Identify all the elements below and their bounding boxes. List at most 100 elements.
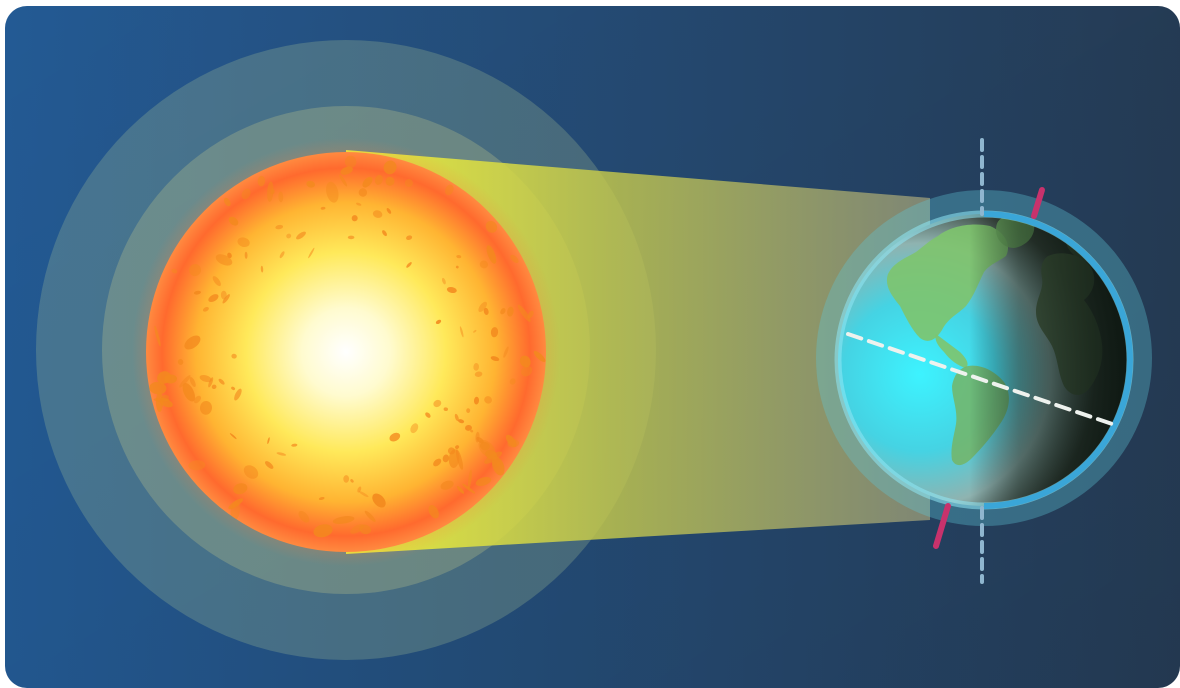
sun-granule [184,335,201,350]
sun-granule [278,191,284,203]
sun-granule [406,262,412,268]
sun-granule [264,461,274,469]
sun-granule [473,363,480,371]
equator-line [846,332,1120,428]
tilted-axis-south [933,503,951,549]
sun-granule [519,355,531,368]
sun-granule [257,175,266,187]
sun-granule [509,378,516,385]
sun-granule [385,176,395,186]
earth-continents [838,214,1130,506]
sun-granule [442,454,450,463]
sun-granule [234,388,242,401]
sun-granule [357,486,362,493]
sun-granule [313,524,333,538]
sun-granule [228,216,239,226]
sun-granule [237,237,250,248]
sun-granule [490,356,500,362]
sun [132,138,560,566]
sun-granule [406,235,413,241]
sun-granule [229,433,237,440]
sun-granule [356,202,362,206]
sun-granule [485,220,498,233]
sun-granule [433,399,442,408]
sun-granule [193,290,201,295]
sun-granule [154,325,161,347]
sun-granule [171,268,178,274]
sun-granule [318,496,325,501]
sun-granule [227,252,232,259]
sun-granule [267,437,270,444]
sun-granule [510,254,519,264]
sun-granule [286,233,292,239]
sun-granule [386,208,392,214]
sun-granule [404,178,413,188]
sun-granule [177,359,184,365]
sun-granule [231,386,236,391]
sun-granule [340,166,353,175]
sun-granule [465,424,472,431]
sun-granule [443,407,448,412]
sun-granule [358,188,368,197]
sun-granule [479,260,489,269]
sun-granule [470,429,474,433]
sun-granule [372,210,383,218]
sun-granule [223,197,231,207]
sun-granule [275,224,284,230]
sun-granule [500,308,506,315]
sun-granule [521,365,533,377]
sun-granule [218,378,225,385]
sun-granule [455,445,460,449]
sun-granule [157,371,171,384]
sun-granule [475,477,492,486]
sun-granule [459,326,464,338]
sun-granule [467,469,472,490]
sun-granule [179,375,191,388]
sun-granule [339,174,348,187]
sun-granule [473,396,480,405]
sun-granule [298,510,310,523]
sun-granule [241,188,251,200]
sun-granule [326,181,339,203]
sun-granule [308,247,315,259]
sun-granule [483,307,489,315]
earth [816,138,1152,584]
sun-granule [188,460,206,471]
sun-granule [484,451,503,464]
sun-granule [199,375,212,383]
sun-granule [199,401,213,415]
sun-granule [347,235,355,240]
sun-granule [306,180,316,188]
sun-granule [382,230,387,237]
sun-granule [428,505,439,519]
sun-granule [383,160,397,175]
sun-granule [503,346,509,358]
sun-disc [146,152,546,552]
sun-granule [231,353,237,359]
sun-granule [507,439,520,448]
sun-granule [344,155,357,168]
sun-granule [276,452,287,456]
sun-granule [222,294,230,304]
sun-granule [182,383,196,402]
sun-granule [350,479,354,483]
sun-granule [433,458,442,467]
sun-granule [425,412,431,418]
sun-granule [458,419,465,424]
night-shade [838,214,1130,506]
sun-granule [211,384,217,390]
sun-granule [359,524,372,535]
sun-granule [296,231,306,240]
sun-granule [228,498,244,510]
sun-granule [435,319,442,325]
sun-granule [212,276,221,287]
sun-granule [260,265,264,273]
sun-granule [233,483,248,495]
sun-granule [455,265,459,269]
sun-granule [410,423,419,434]
sun-granule [362,176,373,188]
sun-granule [517,304,531,322]
sun-granule [155,391,164,412]
sun-granule [479,441,490,451]
